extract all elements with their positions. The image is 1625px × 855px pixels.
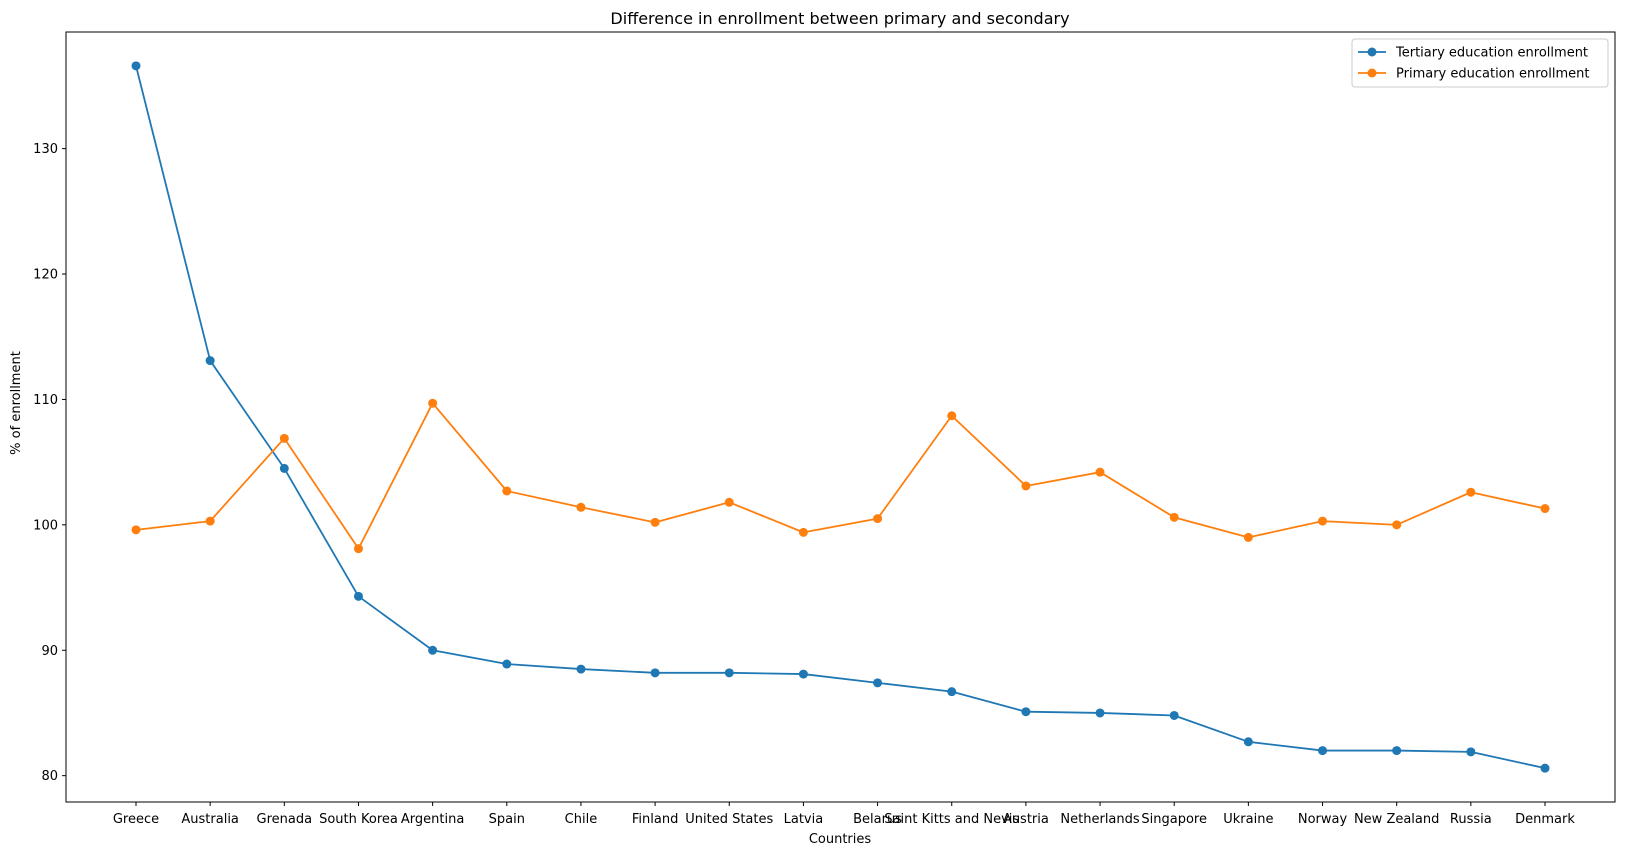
data-point bbox=[798, 527, 808, 537]
data-point bbox=[1318, 746, 1328, 756]
x-tick-label: Greece bbox=[113, 812, 159, 827]
data-point bbox=[502, 659, 512, 669]
x-tick-label: Russia bbox=[1450, 812, 1492, 827]
data-point bbox=[1021, 481, 1031, 491]
data-point bbox=[353, 591, 363, 601]
data-point bbox=[205, 516, 215, 526]
x-tick-label: New Zealand bbox=[1354, 812, 1439, 827]
x-tick-label: Netherlands bbox=[1060, 812, 1139, 827]
data-point bbox=[724, 668, 734, 678]
data-point bbox=[279, 463, 289, 473]
data-point bbox=[650, 668, 660, 678]
data-point bbox=[1318, 516, 1328, 526]
data-point bbox=[1095, 467, 1105, 477]
data-point bbox=[947, 687, 957, 697]
x-axis-label: Countries bbox=[809, 832, 872, 847]
legend-marker bbox=[1367, 47, 1377, 57]
data-point bbox=[1095, 708, 1105, 718]
data-point bbox=[131, 525, 141, 535]
x-tick-label: Austria bbox=[1003, 812, 1049, 827]
y-tick-label: 120 bbox=[33, 268, 58, 283]
axes-frame bbox=[65, 31, 1616, 803]
chart-title: Difference in enrollment between primary… bbox=[610, 9, 1069, 28]
legend-marker bbox=[1367, 68, 1377, 78]
data-point bbox=[873, 678, 883, 688]
data-point bbox=[131, 61, 141, 71]
data-point bbox=[1169, 710, 1179, 720]
x-tick-label: South Korea bbox=[319, 812, 398, 827]
data-point bbox=[1466, 747, 1476, 757]
data-point bbox=[1243, 532, 1253, 542]
data-point bbox=[1169, 512, 1179, 522]
x-tick-label: United States bbox=[685, 812, 773, 827]
x-tick-label: Grenada bbox=[257, 812, 313, 827]
x-tick-label: Belarus bbox=[853, 812, 902, 827]
y-tick-label: 80 bbox=[41, 769, 58, 784]
y-tick-label: 110 bbox=[33, 393, 58, 408]
data-point bbox=[873, 514, 883, 524]
data-point bbox=[1243, 737, 1253, 747]
data-point bbox=[428, 398, 438, 408]
y-tick-label: 90 bbox=[41, 644, 58, 659]
data-point bbox=[1540, 763, 1550, 773]
data-point bbox=[1466, 487, 1476, 497]
data-point bbox=[576, 502, 586, 512]
x-tick-label: Australia bbox=[181, 812, 239, 827]
data-point bbox=[205, 356, 215, 366]
data-point bbox=[1540, 504, 1550, 514]
x-tick-label: Latvia bbox=[784, 812, 824, 827]
x-tick-label: Saint Kitts and Nevis bbox=[884, 812, 1019, 827]
legend-box bbox=[1351, 38, 1609, 88]
x-tick-label: Spain bbox=[489, 812, 525, 827]
x-tick-label: Chile bbox=[565, 812, 598, 827]
data-point bbox=[428, 645, 438, 655]
data-point bbox=[798, 669, 808, 679]
plot-area: 80 90 100 110 120 130 Greece Australia Grenada So… bbox=[33, 31, 1616, 827]
data-point bbox=[947, 411, 957, 421]
x-tick-label: Ukraine bbox=[1223, 812, 1273, 827]
data-point bbox=[1392, 746, 1402, 756]
data-point bbox=[1021, 707, 1031, 717]
legend-label: Primary education enrollment bbox=[1396, 67, 1589, 82]
data-point bbox=[353, 544, 363, 554]
data-point bbox=[650, 517, 660, 527]
x-tick-label: Finland bbox=[632, 812, 678, 827]
y-tick-label: 100 bbox=[33, 518, 58, 533]
x-tick-label: Denmark bbox=[1515, 812, 1575, 827]
series-line-1 bbox=[135, 402, 1546, 550]
legend-label: Tertiary education enrollment bbox=[1395, 46, 1588, 61]
y-axis-label: % of enrollment bbox=[9, 351, 24, 455]
x-tick-label: Singapore bbox=[1141, 812, 1207, 827]
series-line-0 bbox=[135, 65, 1546, 770]
y-tick-label: 130 bbox=[33, 142, 58, 157]
x-tick-label: Argentina bbox=[401, 812, 464, 827]
legend: Tertiary education enrollment Primary edu… bbox=[1351, 38, 1609, 88]
data-point bbox=[502, 486, 512, 496]
data-point bbox=[279, 433, 289, 443]
data-point bbox=[576, 664, 586, 674]
data-point bbox=[1392, 520, 1402, 530]
x-tick-label: Norway bbox=[1298, 812, 1348, 827]
data-point bbox=[724, 497, 734, 507]
